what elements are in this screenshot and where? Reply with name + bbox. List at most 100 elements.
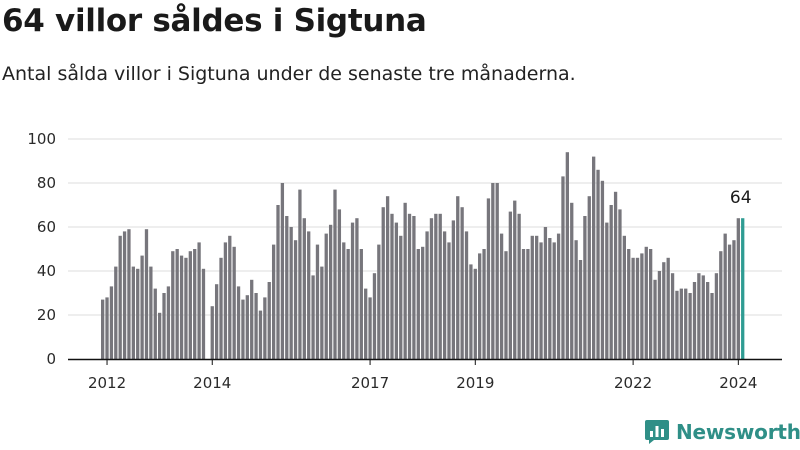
x-axis-ticks: 2012 2014 2017 2019 2022 2024 bbox=[88, 359, 757, 392]
bar bbox=[399, 235, 403, 359]
bar bbox=[127, 229, 131, 359]
bar bbox=[197, 242, 201, 359]
bar bbox=[438, 213, 442, 359]
bar bbox=[543, 227, 548, 359]
bar bbox=[407, 213, 412, 359]
bar bbox=[605, 222, 609, 359]
bar bbox=[184, 257, 188, 359]
bar bbox=[179, 255, 184, 359]
bar bbox=[276, 205, 280, 359]
bar bbox=[644, 246, 648, 359]
bar bbox=[635, 257, 640, 359]
y-tick-label: 40 bbox=[37, 262, 56, 280]
bar bbox=[372, 273, 377, 359]
x-tick-label: 2014 bbox=[193, 374, 231, 392]
bar bbox=[359, 249, 363, 359]
bar bbox=[697, 273, 701, 359]
bar bbox=[631, 257, 635, 359]
bar bbox=[613, 191, 618, 359]
bar bbox=[122, 231, 127, 359]
bar bbox=[578, 260, 583, 359]
bar bbox=[315, 244, 320, 359]
bar bbox=[254, 293, 258, 359]
bar bbox=[293, 240, 298, 359]
bar bbox=[171, 251, 175, 359]
bar bbox=[600, 180, 605, 359]
bar bbox=[355, 218, 359, 359]
bar bbox=[258, 310, 263, 359]
bar bbox=[105, 297, 109, 359]
bar bbox=[434, 213, 438, 359]
bar bbox=[508, 211, 513, 359]
bar-series bbox=[101, 152, 745, 359]
bar bbox=[368, 297, 372, 359]
bar bbox=[175, 249, 179, 359]
brand-name: Newsworthy bbox=[676, 420, 800, 444]
bar bbox=[390, 213, 394, 359]
bar bbox=[662, 262, 666, 359]
bar bbox=[131, 266, 135, 359]
bar bbox=[627, 249, 631, 359]
bar bbox=[684, 288, 688, 359]
bar bbox=[223, 242, 228, 359]
bar bbox=[583, 216, 587, 359]
bar bbox=[649, 249, 653, 359]
chart-subtitle: Antal sålda villor i Sigtuna under de se… bbox=[2, 63, 576, 85]
bar bbox=[670, 273, 675, 359]
bar bbox=[337, 209, 342, 359]
bar bbox=[592, 156, 596, 359]
bar bbox=[425, 231, 429, 359]
bar bbox=[719, 251, 723, 359]
bar bbox=[377, 244, 381, 359]
bar bbox=[723, 233, 727, 359]
bar bbox=[302, 218, 306, 359]
bar bbox=[328, 224, 333, 359]
x-tick-label: 2017 bbox=[351, 374, 389, 392]
bar bbox=[149, 266, 153, 359]
bar bbox=[657, 271, 662, 359]
bar bbox=[280, 183, 285, 359]
bar bbox=[618, 209, 622, 359]
x-tick-label: 2019 bbox=[456, 374, 494, 392]
bar bbox=[201, 268, 206, 359]
bar bbox=[188, 251, 192, 359]
bar bbox=[144, 229, 149, 359]
bar bbox=[162, 293, 166, 359]
y-tick-label: 80 bbox=[37, 174, 56, 192]
bar bbox=[250, 279, 254, 359]
bar bbox=[214, 284, 219, 359]
bar bbox=[228, 235, 232, 359]
chart-title: 64 villor såldes i Sigtuna bbox=[2, 3, 427, 39]
bar bbox=[491, 183, 495, 359]
bar bbox=[271, 244, 276, 359]
bar bbox=[486, 198, 491, 359]
bar bbox=[552, 242, 556, 359]
bar bbox=[548, 238, 552, 359]
bar bbox=[521, 249, 526, 359]
bar bbox=[298, 189, 302, 359]
x-tick-label: 2024 bbox=[719, 374, 757, 392]
bar bbox=[609, 205, 613, 359]
bar bbox=[346, 249, 350, 359]
bar bbox=[429, 218, 434, 359]
bar bbox=[421, 246, 425, 359]
bar bbox=[622, 235, 626, 359]
bar bbox=[710, 293, 714, 359]
bar bbox=[385, 196, 390, 359]
bar bbox=[675, 290, 679, 359]
bar bbox=[412, 216, 416, 359]
bar bbox=[394, 222, 399, 359]
bar bbox=[535, 235, 539, 359]
bar bbox=[565, 152, 569, 359]
bar bbox=[245, 295, 249, 359]
y-tick-label: 20 bbox=[37, 306, 56, 324]
bar bbox=[456, 196, 460, 359]
bar bbox=[460, 207, 464, 359]
bar bbox=[289, 227, 293, 359]
bar bbox=[526, 249, 530, 359]
bar bbox=[109, 286, 114, 359]
bar bbox=[692, 282, 697, 359]
bar bbox=[342, 242, 346, 359]
bar bbox=[495, 183, 499, 359]
bar bbox=[101, 299, 105, 359]
